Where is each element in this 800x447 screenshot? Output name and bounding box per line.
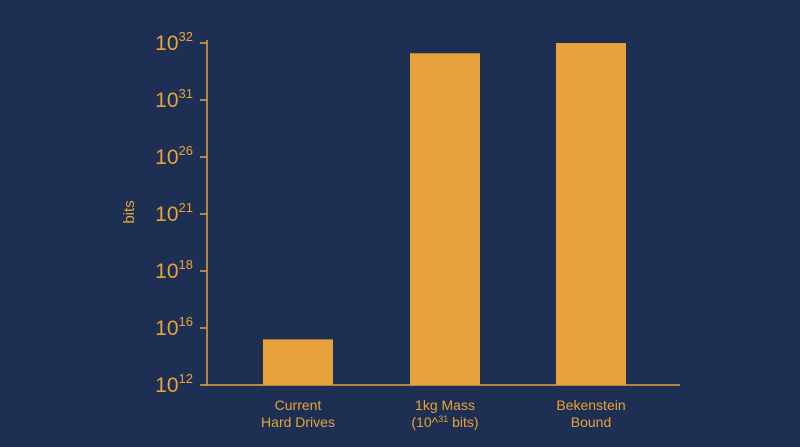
x-category-label: Bekenstein [556,397,625,413]
bar [263,339,333,385]
x-category-label: Hard Drives [261,414,335,430]
y-tick-label: 1026 [155,143,193,169]
y-tick-label: 1016 [155,314,193,340]
x-category-label: 1kg Mass [415,397,475,413]
y-tick-label: 1031 [155,86,193,112]
x-category-label: Current [275,397,322,413]
x-category-label: (10^31 bits) [411,414,478,430]
y-tick-label: 1012 [155,371,193,397]
y-tick-label: 1021 [155,200,193,226]
y-tick-label: 1018 [155,257,193,283]
y-tick-label: 1032 [155,29,193,55]
y-axis-title: bits [121,200,138,223]
bar [410,53,480,385]
bar [556,43,626,385]
x-category-label: Bound [571,414,611,430]
